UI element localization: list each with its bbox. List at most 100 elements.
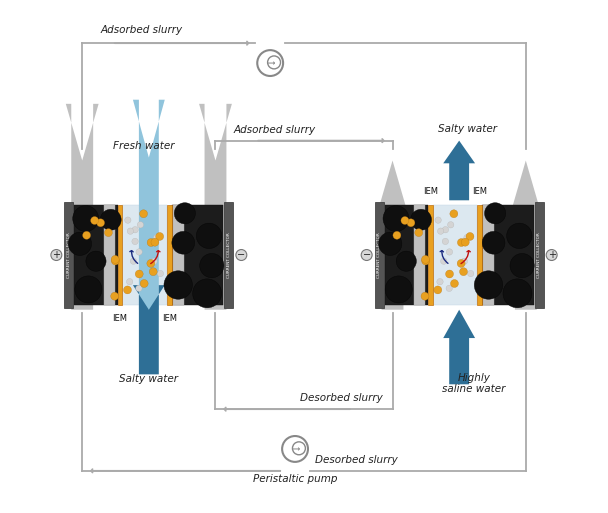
Bar — [477, 205, 482, 305]
Circle shape — [442, 227, 449, 233]
Circle shape — [125, 217, 131, 223]
Circle shape — [415, 229, 423, 236]
Circle shape — [447, 222, 454, 228]
Circle shape — [164, 271, 192, 299]
Bar — [483, 205, 494, 305]
Circle shape — [100, 209, 121, 230]
Circle shape — [292, 442, 305, 455]
Circle shape — [157, 270, 164, 277]
Circle shape — [135, 270, 143, 278]
Circle shape — [86, 251, 106, 271]
Circle shape — [268, 56, 280, 69]
Circle shape — [410, 209, 432, 230]
Circle shape — [257, 50, 283, 76]
Circle shape — [193, 279, 221, 308]
Circle shape — [407, 219, 415, 227]
Circle shape — [149, 268, 157, 275]
Circle shape — [468, 270, 474, 277]
Polygon shape — [510, 161, 542, 310]
Text: −: − — [237, 250, 246, 260]
Circle shape — [401, 216, 409, 225]
Circle shape — [482, 231, 505, 254]
Circle shape — [123, 286, 131, 294]
Text: Highly
saline water: Highly saline water — [443, 372, 506, 394]
Circle shape — [485, 203, 506, 224]
Text: CURRENT COLLECTOR: CURRENT COLLECTOR — [67, 232, 71, 278]
Circle shape — [385, 276, 412, 303]
Circle shape — [140, 210, 148, 218]
Circle shape — [126, 279, 133, 285]
Circle shape — [396, 251, 416, 271]
Text: IEM: IEM — [112, 314, 128, 323]
Circle shape — [140, 280, 148, 287]
Text: Desorbed slurry: Desorbed slurry — [300, 393, 382, 403]
Circle shape — [111, 292, 119, 300]
Circle shape — [434, 286, 442, 294]
Circle shape — [451, 280, 458, 287]
Bar — [173, 205, 184, 305]
Polygon shape — [133, 285, 165, 374]
Circle shape — [111, 257, 119, 265]
Circle shape — [546, 249, 557, 261]
Text: IEM: IEM — [472, 187, 487, 196]
Circle shape — [151, 238, 159, 246]
Polygon shape — [133, 100, 165, 310]
Text: Adsorbed slurry: Adsorbed slurry — [100, 25, 182, 35]
Text: −: − — [362, 250, 371, 260]
Circle shape — [421, 292, 429, 300]
Circle shape — [105, 229, 112, 236]
Circle shape — [446, 270, 454, 278]
Circle shape — [75, 276, 102, 303]
Polygon shape — [443, 310, 475, 384]
Circle shape — [199, 253, 224, 278]
Bar — [117, 205, 122, 305]
Bar — [224, 202, 233, 308]
Circle shape — [435, 217, 441, 223]
Bar — [414, 205, 425, 305]
Circle shape — [153, 234, 160, 241]
Circle shape — [97, 219, 105, 227]
Text: Peristaltic pump: Peristaltic pump — [253, 474, 337, 484]
Circle shape — [147, 239, 155, 247]
Circle shape — [446, 249, 452, 255]
Circle shape — [73, 206, 98, 231]
Circle shape — [111, 255, 119, 263]
Bar — [433, 205, 477, 305]
Circle shape — [503, 279, 532, 308]
Bar — [122, 205, 167, 305]
Circle shape — [422, 257, 430, 265]
Circle shape — [156, 232, 164, 241]
Text: IEM: IEM — [162, 314, 177, 323]
Circle shape — [450, 210, 458, 218]
Circle shape — [136, 249, 142, 255]
Polygon shape — [376, 161, 409, 310]
Circle shape — [437, 279, 443, 285]
Text: CURRENT COLLECTOR: CURRENT COLLECTOR — [537, 232, 541, 278]
Circle shape — [147, 260, 155, 267]
Circle shape — [136, 285, 142, 291]
Circle shape — [127, 228, 134, 234]
Text: Fresh water: Fresh water — [113, 141, 174, 151]
Circle shape — [132, 238, 138, 245]
Bar — [64, 202, 73, 308]
Bar — [167, 205, 171, 305]
Circle shape — [461, 258, 468, 265]
Bar — [428, 205, 433, 305]
Bar — [171, 205, 223, 305]
Text: CURRENT COLLECTOR: CURRENT COLLECTOR — [377, 232, 381, 278]
Bar — [535, 202, 544, 308]
Circle shape — [174, 203, 195, 224]
Polygon shape — [199, 104, 232, 310]
Circle shape — [383, 206, 409, 231]
Circle shape — [457, 260, 465, 267]
Circle shape — [474, 271, 503, 299]
Circle shape — [361, 249, 372, 261]
Circle shape — [132, 227, 138, 233]
Circle shape — [196, 223, 222, 248]
Circle shape — [83, 231, 91, 239]
Circle shape — [464, 234, 470, 241]
Polygon shape — [443, 141, 475, 200]
Circle shape — [461, 238, 469, 246]
Circle shape — [421, 255, 429, 263]
Circle shape — [442, 238, 449, 245]
